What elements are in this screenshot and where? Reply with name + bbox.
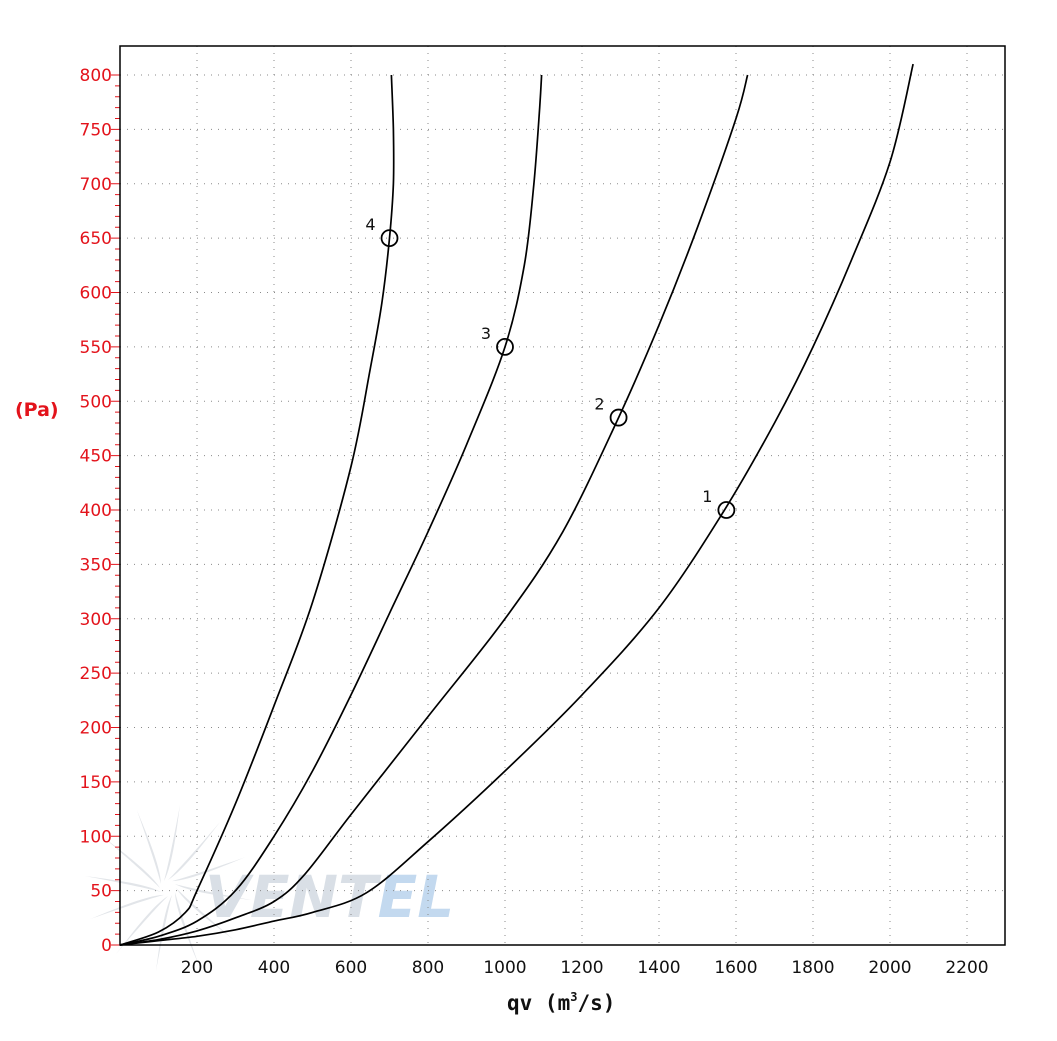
y-tick-label: 50	[90, 882, 112, 902]
y-tick-label: 550	[80, 338, 112, 358]
x-axis-label-superscript: 3	[570, 990, 577, 1004]
x-tick-label: 1600	[714, 958, 757, 978]
x-tick-label: 1000	[483, 958, 526, 978]
y-tick-label: 650	[80, 229, 112, 249]
y-axis-label: (Pa)	[15, 399, 59, 421]
curve-3	[119, 74, 543, 946]
x-tick-label: 2200	[945, 958, 988, 978]
curve-label-4: 4	[365, 215, 375, 234]
x-axis-label-prefix: qv (m	[507, 991, 570, 1015]
y-tick-label: 200	[80, 719, 112, 739]
curve-label-3: 3	[481, 324, 491, 343]
x-tick-label: 200	[181, 958, 213, 978]
operating-point-1	[717, 501, 736, 519]
curve-label-2: 2	[594, 395, 604, 414]
y-tick-label: 800	[80, 66, 112, 86]
curve-4	[119, 74, 395, 946]
y-tick-label: 500	[80, 392, 112, 412]
x-axis-label: qv (m3/s)	[507, 990, 615, 1015]
plot-frame	[119, 45, 1006, 946]
operating-point-3	[496, 337, 514, 356]
fan-blade	[164, 804, 181, 882]
watermark-text: VENTEL	[205, 863, 454, 931]
y-tick-label: 450	[80, 447, 112, 467]
y-tick-label: 600	[80, 284, 112, 304]
x-tick-label: 1800	[791, 958, 834, 978]
operating-point-2	[609, 408, 628, 427]
curve-2	[119, 74, 749, 946]
y-tick-label: 250	[80, 664, 112, 684]
x-tick-label: 1400	[637, 958, 680, 978]
x-tick-label: 600	[335, 958, 367, 978]
y-tick-label: 150	[80, 773, 112, 793]
x-tick-label: 1200	[560, 958, 603, 978]
curve-label-1: 1	[702, 487, 712, 506]
y-axis-minor-ticks	[111, 74, 120, 946]
y-tick-label: 400	[80, 501, 112, 521]
x-axis-label-suffix: /s)	[577, 991, 615, 1015]
x-tick-label: 800	[412, 958, 444, 978]
y-tick-label: 100	[80, 827, 112, 847]
x-axis-tick-labels: 200 400 600 800 1000 1200 1400 1600 1800 2000 2200	[181, 958, 989, 978]
y-tick-label: 750	[80, 120, 112, 140]
y-tick-label: 300	[80, 610, 112, 630]
operating-point-4	[380, 229, 399, 248]
y-tick-label: 0	[101, 936, 112, 956]
x-tick-label: 2000	[868, 958, 911, 978]
ventel-watermark: VENTEL	[84, 804, 454, 972]
curve-1	[119, 63, 914, 946]
grid-lines	[120, 46, 1005, 945]
y-tick-label: 350	[80, 555, 112, 575]
x-tick-label: 400	[258, 958, 290, 978]
curves: 1 2 3 4	[119, 63, 914, 946]
y-tick-label: 700	[80, 175, 112, 195]
y-axis-tick-labels: 0 50 100 150 200 250 300 350 400 450 500 550 600 650 7…	[80, 66, 112, 956]
